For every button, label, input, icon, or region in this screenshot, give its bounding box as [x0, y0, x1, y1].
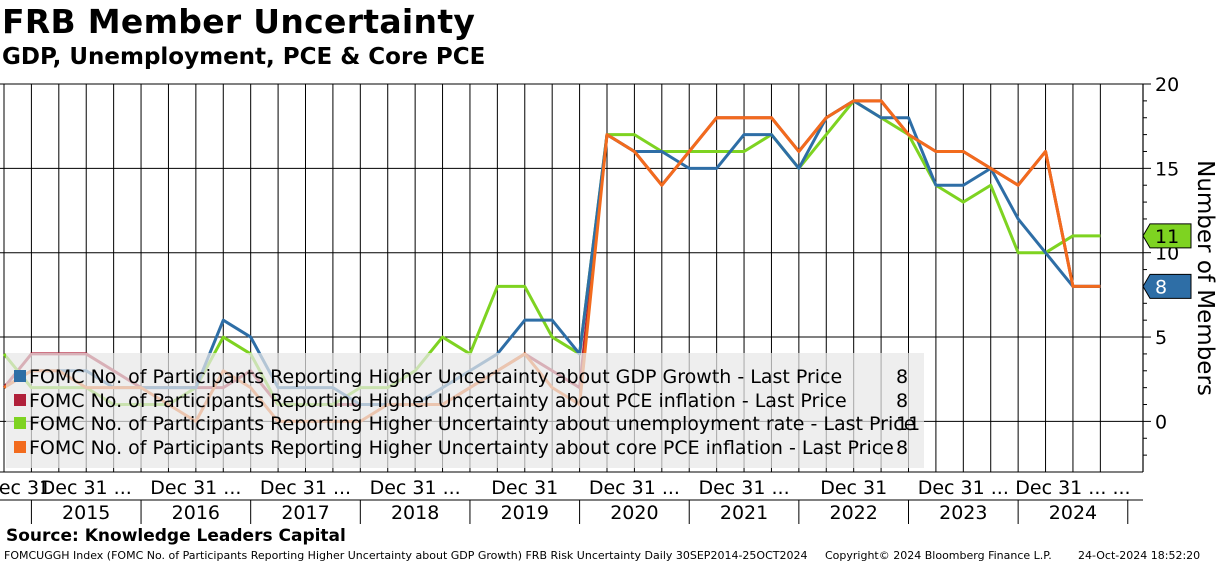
x-year-label: 2016: [172, 502, 220, 524]
chart-title: FRB Member Uncertainty: [2, 2, 476, 41]
x-year-label: 2023: [939, 502, 987, 524]
x-year-label: 2020: [610, 502, 658, 524]
last-value-badge: 8: [1142, 273, 1192, 299]
badge-shape: [1142, 223, 1192, 249]
x-tick-label: Dec 31 ...: [589, 477, 680, 499]
legend-swatch: [14, 440, 26, 453]
x-year-label: 2019: [501, 502, 549, 524]
legend-value: 8: [896, 437, 909, 459]
legend-label: FOMC No. of Participants Reporting Highe…: [29, 390, 847, 412]
legend-item: FOMC No. of Participants Reporting Highe…: [14, 437, 908, 461]
badge-shape: [1142, 273, 1192, 299]
legend-item: FOMC No. of Participants Reporting Highe…: [14, 366, 908, 390]
legend-item: FOMC No. of Participants Reporting Highe…: [14, 413, 920, 437]
x-year-label: 2022: [830, 502, 878, 524]
legend-swatch: [14, 369, 26, 382]
y-axis-label: Number of Members: [1192, 160, 1218, 396]
x-year-label: 2015: [62, 502, 110, 524]
badge-label: 8: [1155, 276, 1167, 298]
legend: FOMC No. of Participants Reporting Highe…: [6, 353, 924, 468]
y-tick-label: 0: [1155, 411, 1167, 433]
legend-label: FOMC No. of Participants Reporting Highe…: [29, 366, 843, 388]
x-year-label: 2021: [720, 502, 768, 524]
x-tick-label: Dec 31 ...: [150, 477, 241, 499]
x-tick-label: Dec 31 ...: [370, 477, 461, 499]
last-value-badge: 11: [1142, 223, 1192, 249]
x-year-label: 2018: [391, 502, 439, 524]
legend-label: FOMC No. of Participants Reporting Highe…: [29, 413, 916, 435]
legend-swatch: [14, 416, 26, 429]
x-tick-label: Dec 31 ...: [260, 477, 351, 499]
x-tick-label: Dec 31: [491, 477, 558, 499]
last-value-badges: 11 8: [1142, 223, 1192, 299]
source-note: Source: Knowledge Leaders Capital: [6, 526, 346, 546]
x-tick-label: Dec 31 ...: [41, 477, 132, 499]
legend-value: 8: [896, 390, 909, 412]
legend-swatch: [14, 393, 26, 406]
y-tick-label: 5: [1155, 327, 1167, 349]
x-tick-label: Dec 31: [0, 477, 51, 499]
y-tick-label: 20: [1155, 74, 1179, 96]
footer-ticker: FOMCUGGH Index (FOMC No. of Participants…: [4, 549, 808, 562]
footer-timestamp: 24-Oct-2024 18:52:20: [1078, 549, 1201, 562]
x-tick-label: Dec 31: [820, 477, 887, 499]
legend-value: 8: [896, 366, 909, 388]
x-tick-label: Dec 31 ...: [918, 477, 1009, 499]
x-tick-label: Dec 31 ...: [698, 477, 789, 499]
badge-label: 11: [1155, 226, 1179, 248]
legend-value: 11: [896, 413, 921, 435]
x-year-label: 2017: [281, 502, 329, 524]
chart-subtitle: GDP, Unemployment, PCE & Core PCE: [2, 44, 486, 70]
footer-copyright: Copyright© 2024 Bloomberg Finance L.P.: [825, 549, 1052, 562]
legend-item: FOMC No. of Participants Reporting Highe…: [14, 390, 908, 414]
x-tick-label: Dec 31 ... ...: [1015, 477, 1130, 499]
x-year-label: 2024: [1049, 502, 1097, 524]
y-tick-label: 15: [1155, 158, 1179, 180]
legend-label: FOMC No. of Participants Reporting Highe…: [29, 437, 894, 459]
